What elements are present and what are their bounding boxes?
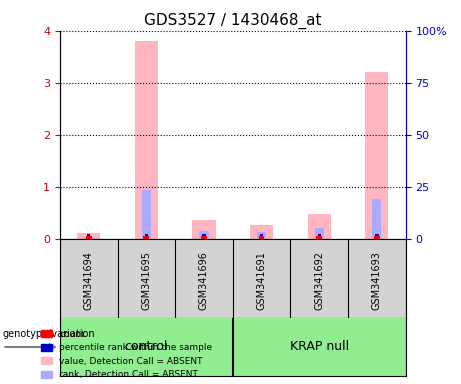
Title: GDS3527 / 1430468_at: GDS3527 / 1430468_at (144, 13, 322, 29)
Bar (318, 234, 321, 236)
Legend: count, percentile rank within the sample, value, Detection Call = ABSENT, rank, : count, percentile rank within the sample… (41, 330, 213, 379)
Bar (259, 236, 265, 239)
Text: GSM341692: GSM341692 (314, 251, 324, 310)
Bar (250, 225, 273, 239)
Bar (193, 220, 216, 239)
Bar (314, 228, 324, 239)
Text: GSM341694: GSM341694 (84, 251, 94, 310)
Bar (199, 230, 208, 239)
Text: genotype/variation: genotype/variation (2, 329, 95, 339)
Bar (145, 234, 148, 236)
Bar (308, 214, 331, 239)
Bar (375, 234, 378, 236)
Bar (86, 236, 92, 239)
Bar (372, 199, 382, 239)
Bar (143, 236, 149, 239)
Bar (365, 73, 388, 239)
Bar (374, 236, 380, 239)
Bar (260, 234, 263, 236)
Bar (87, 234, 90, 236)
Bar (77, 233, 100, 239)
Text: control: control (124, 341, 168, 354)
Text: GSM341691: GSM341691 (257, 251, 266, 310)
Bar (257, 232, 266, 239)
Text: GSM341693: GSM341693 (372, 251, 382, 310)
Bar (201, 236, 207, 239)
Bar (142, 190, 151, 239)
Text: GSM341695: GSM341695 (142, 251, 151, 310)
Bar (135, 41, 158, 239)
Text: GSM341696: GSM341696 (199, 251, 209, 310)
Text: KRAP null: KRAP null (290, 341, 349, 354)
Bar (202, 234, 206, 236)
Bar (84, 237, 93, 239)
Bar (316, 236, 322, 239)
